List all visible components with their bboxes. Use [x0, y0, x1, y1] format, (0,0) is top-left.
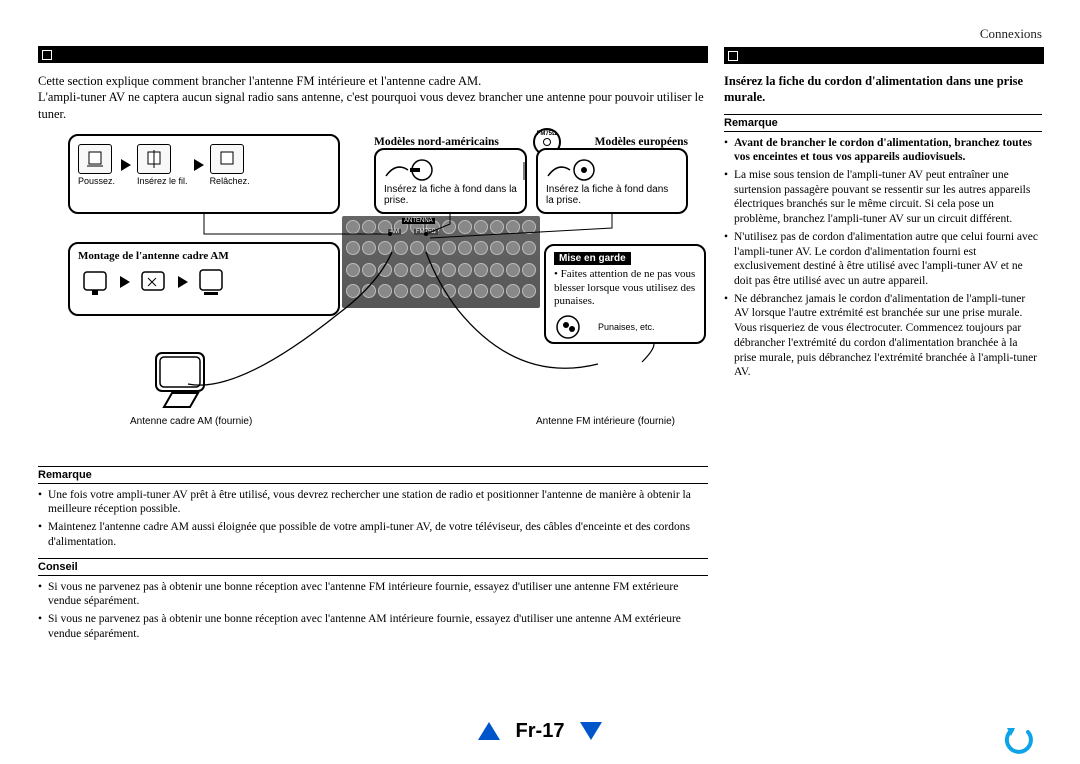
models-nam-label: Modèles nord-américains: [374, 136, 499, 148]
box-am-assembly: Montage de l'antenne cadre AM: [68, 242, 340, 316]
am-box-title: Montage de l'antenne cadre AM: [78, 250, 330, 262]
fm-plug-eu-icon: [546, 156, 598, 184]
conseil-item: Si vous ne parvenez pas à obtenir une bo…: [38, 612, 708, 641]
lbl-release: Relâchez.: [210, 176, 250, 186]
fm-antenna-icon: [598, 346, 672, 392]
box-caution: Mise en garde • Faites attention de ne p…: [544, 244, 706, 344]
fm-antenna-caption: Antenne FM intérieure (fournie): [536, 416, 675, 427]
am-step2-icon: [136, 266, 172, 298]
conseil-heading: Conseil: [38, 558, 708, 576]
right-section-heading-bar: [724, 47, 1044, 64]
am-antenna-icon: [146, 349, 224, 411]
remarque-item: Une fois votre ampli-tuner AV prêt à êtr…: [38, 488, 708, 517]
remarque-item: Ne débranchez jamais le cordon d'aliment…: [724, 292, 1042, 380]
remarque-item-bold: Avant de brancher le cordon d'alimentati…: [724, 136, 1042, 165]
page-number: Fr-17: [516, 720, 565, 743]
left-column: Cette section explique comment brancher …: [38, 73, 708, 645]
left-section-heading-bar: [38, 46, 708, 63]
page-footer: Fr-17: [0, 712, 1080, 750]
remarque-item: Maintenez l'antenne cadre AM aussi éloig…: [38, 520, 708, 549]
remarque-list-right: Avant de brancher le cordon d'alimentati…: [724, 136, 1042, 381]
receiver-back-panel: ANTENNA AM FM75Ω /*ports generated below…: [342, 216, 540, 308]
nam-text: Insérez la fiche à fond dans la prise.: [384, 184, 517, 206]
nav-next-icon[interactable]: [580, 722, 602, 740]
box-north-american: Insérez la fiche à fond dans la prise.: [374, 148, 527, 214]
intro-line-2: L'ampli-tuner AV ne captera aucun signal…: [38, 90, 704, 120]
conseil-item: Si vous ne parvenez pas à obtenir une bo…: [38, 580, 708, 609]
section-label: Connexions: [980, 26, 1042, 42]
conseil-list: Si vous ne parvenez pas à obtenir une bo…: [38, 580, 708, 642]
remarque-list-left: Une fois votre ampli-tuner AV prêt à êtr…: [38, 488, 708, 550]
right-column: Insérez la fiche du cordon d'alimentatio…: [724, 73, 1042, 645]
pins-label: Punaises, etc.: [598, 322, 655, 332]
intro-line-1: Cette section explique comment brancher …: [38, 74, 481, 88]
back-icon[interactable]: [1004, 726, 1034, 756]
nav-prev-icon[interactable]: [478, 722, 500, 740]
box-european: Insérez la fiche à fond dans la prise.: [536, 148, 688, 214]
models-eu-label: Modèles européens: [595, 136, 688, 148]
caution-label-badge: Mise en garde: [554, 252, 631, 265]
am-step1-icon: [78, 266, 114, 298]
eu-text: Insérez la fiche à fond dans la prise.: [546, 184, 678, 206]
remarque-heading-left: Remarque: [38, 466, 708, 484]
lbl-insert: Insérez le fil.: [137, 176, 188, 186]
pushpins-icon: [554, 313, 592, 341]
box-push-insert-release: Poussez. Insérez le fil. Relâchez.: [68, 134, 340, 214]
am-antenna-caption: Antenne cadre AM (fournie): [130, 416, 252, 427]
fm-plug-icon: [384, 156, 436, 184]
remarque-item: La mise sous tension de l'ampli-tuner AV…: [724, 168, 1042, 227]
right-heading: Insérez la fiche du cordon d'alimentatio…: [724, 73, 1042, 106]
caution-text: Faites attention de ne pas vous blesser …: [554, 268, 695, 308]
remarque-item: N'utilisez pas de cordon d'alimentation …: [724, 230, 1042, 289]
lbl-push: Poussez.: [78, 176, 115, 186]
am-step3-icon: [194, 266, 230, 298]
remarque-heading-right: Remarque: [724, 114, 1042, 132]
diagram-area: Poussez. Insérez le fil. Relâchez.: [38, 134, 708, 454]
intro-text: Cette section explique comment brancher …: [38, 73, 708, 122]
